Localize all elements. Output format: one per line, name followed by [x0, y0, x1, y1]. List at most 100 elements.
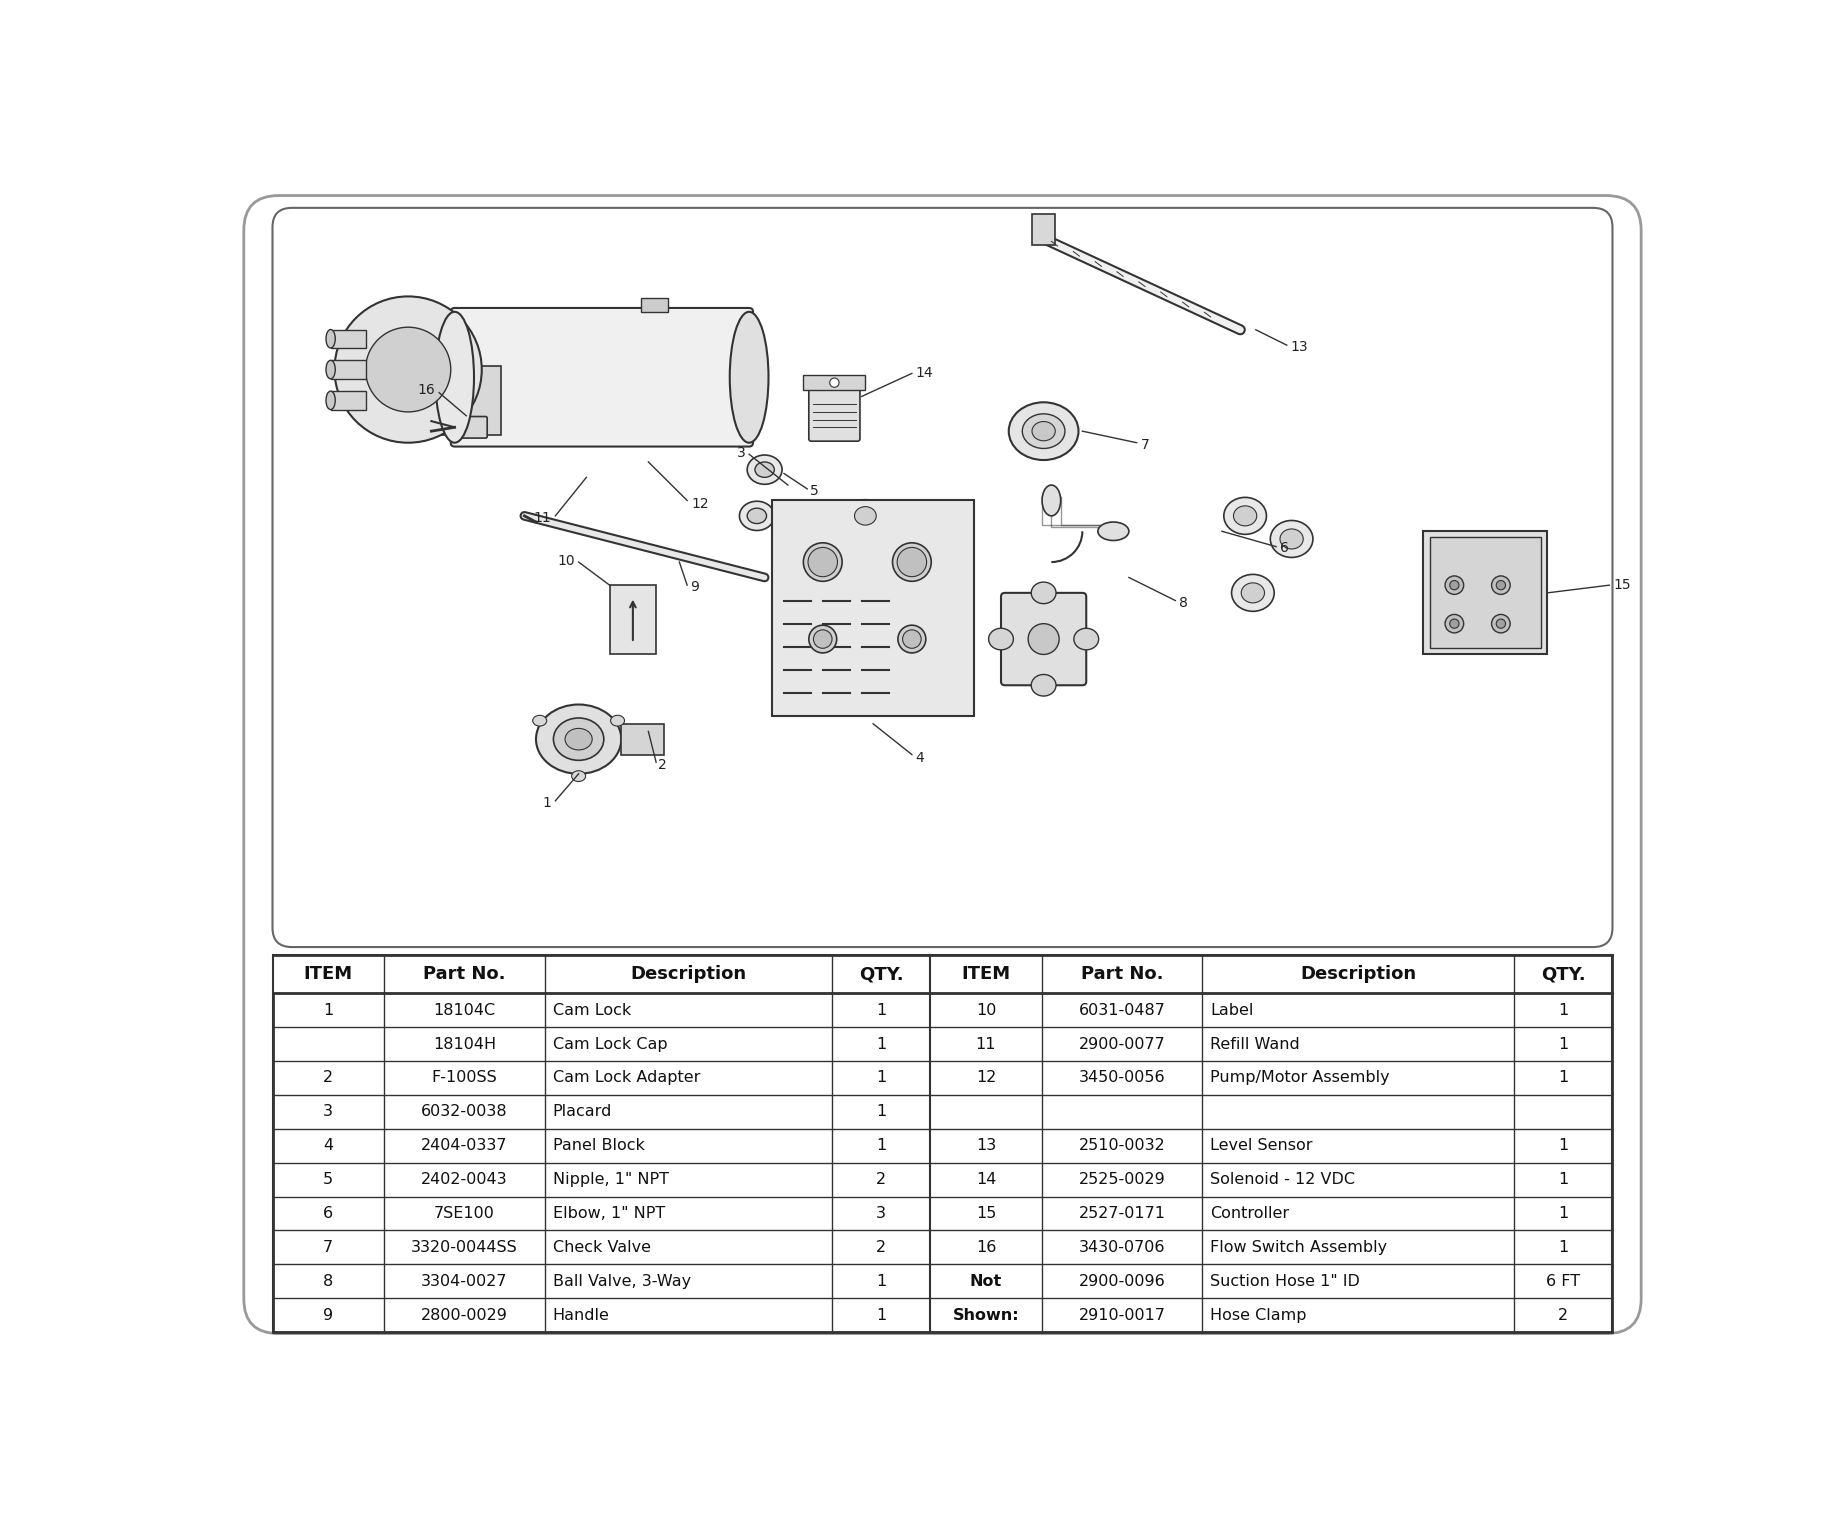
Text: 1: 1 — [1558, 1139, 1569, 1154]
Text: 1: 1 — [1558, 1172, 1569, 1187]
Text: Suction Hose 1" ID: Suction Hose 1" ID — [1210, 1273, 1361, 1288]
Circle shape — [1028, 624, 1059, 654]
Circle shape — [809, 625, 837, 653]
Circle shape — [1491, 575, 1510, 595]
Text: 8: 8 — [1179, 597, 1188, 610]
Ellipse shape — [1271, 521, 1313, 557]
Bar — [1032, 213, 1056, 245]
Circle shape — [813, 630, 831, 648]
Text: 1: 1 — [875, 1273, 886, 1288]
Text: 2: 2 — [1558, 1308, 1569, 1323]
Ellipse shape — [326, 391, 335, 410]
Bar — [804, 375, 866, 391]
Ellipse shape — [1032, 421, 1056, 441]
Text: Description: Description — [1300, 964, 1416, 983]
Text: 2527-0171: 2527-0171 — [1079, 1207, 1166, 1220]
Bar — [1429, 537, 1541, 648]
Text: 9: 9 — [324, 1308, 333, 1323]
FancyBboxPatch shape — [809, 386, 861, 441]
Text: 3320-0044SS: 3320-0044SS — [412, 1240, 519, 1255]
Text: QTY.: QTY. — [1541, 964, 1585, 983]
Text: QTY.: QTY. — [859, 964, 903, 983]
Text: 11: 11 — [533, 512, 552, 525]
Ellipse shape — [730, 312, 769, 442]
Circle shape — [335, 297, 482, 442]
Circle shape — [897, 625, 925, 653]
Ellipse shape — [533, 715, 546, 727]
Text: 1: 1 — [1558, 1002, 1569, 1017]
Text: Pump/Motor Assembly: Pump/Motor Assembly — [1210, 1070, 1390, 1086]
Text: Description: Description — [631, 964, 747, 983]
Text: Label: Label — [1210, 1002, 1254, 1017]
Ellipse shape — [611, 715, 625, 727]
Text: 4: 4 — [324, 1139, 333, 1154]
Text: 2: 2 — [875, 1172, 886, 1187]
Text: 1: 1 — [324, 1002, 333, 1017]
Text: 3304-0027: 3304-0027 — [421, 1273, 508, 1288]
Ellipse shape — [800, 537, 839, 571]
Text: 2900-0077: 2900-0077 — [1079, 1037, 1166, 1052]
Ellipse shape — [1098, 522, 1129, 540]
Text: Elbow, 1" NPT: Elbow, 1" NPT — [552, 1207, 664, 1220]
Text: Cam Lock Cap: Cam Lock Cap — [552, 1037, 668, 1052]
Ellipse shape — [1241, 583, 1265, 603]
Ellipse shape — [326, 330, 335, 348]
Circle shape — [1445, 615, 1464, 633]
Text: 6: 6 — [324, 1207, 333, 1220]
Text: 3450-0056: 3450-0056 — [1079, 1070, 1166, 1086]
Text: 7: 7 — [324, 1240, 333, 1255]
Ellipse shape — [1223, 498, 1267, 534]
Text: Panel Block: Panel Block — [552, 1139, 644, 1154]
Ellipse shape — [535, 704, 622, 774]
Text: 2900-0096: 2900-0096 — [1079, 1273, 1166, 1288]
Bar — [609, 584, 657, 654]
Bar — [331, 330, 366, 348]
Text: 1: 1 — [1558, 1037, 1569, 1052]
Text: 2800-0029: 2800-0029 — [421, 1308, 508, 1323]
Ellipse shape — [1032, 674, 1056, 696]
Text: Part No.: Part No. — [1081, 964, 1164, 983]
Text: 1: 1 — [875, 1308, 886, 1323]
Text: Not: Not — [969, 1273, 1002, 1288]
Circle shape — [804, 544, 842, 581]
Text: 9: 9 — [690, 580, 699, 593]
Text: 3430-0706: 3430-0706 — [1079, 1240, 1166, 1255]
Text: 12: 12 — [691, 497, 708, 512]
Ellipse shape — [747, 456, 782, 484]
Text: 14: 14 — [977, 1172, 997, 1187]
Text: 10: 10 — [977, 1002, 997, 1017]
Ellipse shape — [989, 628, 1013, 650]
Ellipse shape — [756, 462, 774, 477]
Text: 13: 13 — [977, 1139, 997, 1154]
Ellipse shape — [1074, 628, 1098, 650]
Text: 15: 15 — [1613, 578, 1631, 592]
Bar — [640, 298, 668, 312]
FancyBboxPatch shape — [245, 195, 1640, 1334]
Ellipse shape — [1232, 574, 1274, 612]
Text: 1: 1 — [875, 1070, 886, 1086]
Text: 2: 2 — [658, 757, 666, 772]
Circle shape — [1445, 575, 1464, 595]
Text: 13: 13 — [1291, 339, 1308, 354]
Ellipse shape — [1032, 581, 1056, 604]
Text: ITEM: ITEM — [303, 964, 353, 983]
Text: Placard: Placard — [552, 1104, 612, 1119]
Circle shape — [1491, 615, 1510, 633]
Ellipse shape — [1234, 506, 1256, 525]
FancyBboxPatch shape — [452, 416, 487, 438]
Bar — [272, 955, 1613, 1332]
Text: 2910-0017: 2910-0017 — [1079, 1308, 1166, 1323]
Circle shape — [897, 548, 927, 577]
Circle shape — [892, 544, 931, 581]
Text: Controller: Controller — [1210, 1207, 1289, 1220]
Circle shape — [1449, 580, 1458, 590]
Bar — [272, 955, 1613, 993]
Text: Nipple, 1" NPT: Nipple, 1" NPT — [552, 1172, 669, 1187]
Text: 11: 11 — [977, 1037, 997, 1052]
Text: Shown:: Shown: — [953, 1308, 1019, 1323]
Ellipse shape — [1010, 403, 1078, 460]
Ellipse shape — [855, 507, 875, 525]
Ellipse shape — [326, 360, 335, 378]
Bar — [331, 360, 366, 378]
Text: Cam Lock Adapter: Cam Lock Adapter — [552, 1070, 701, 1086]
